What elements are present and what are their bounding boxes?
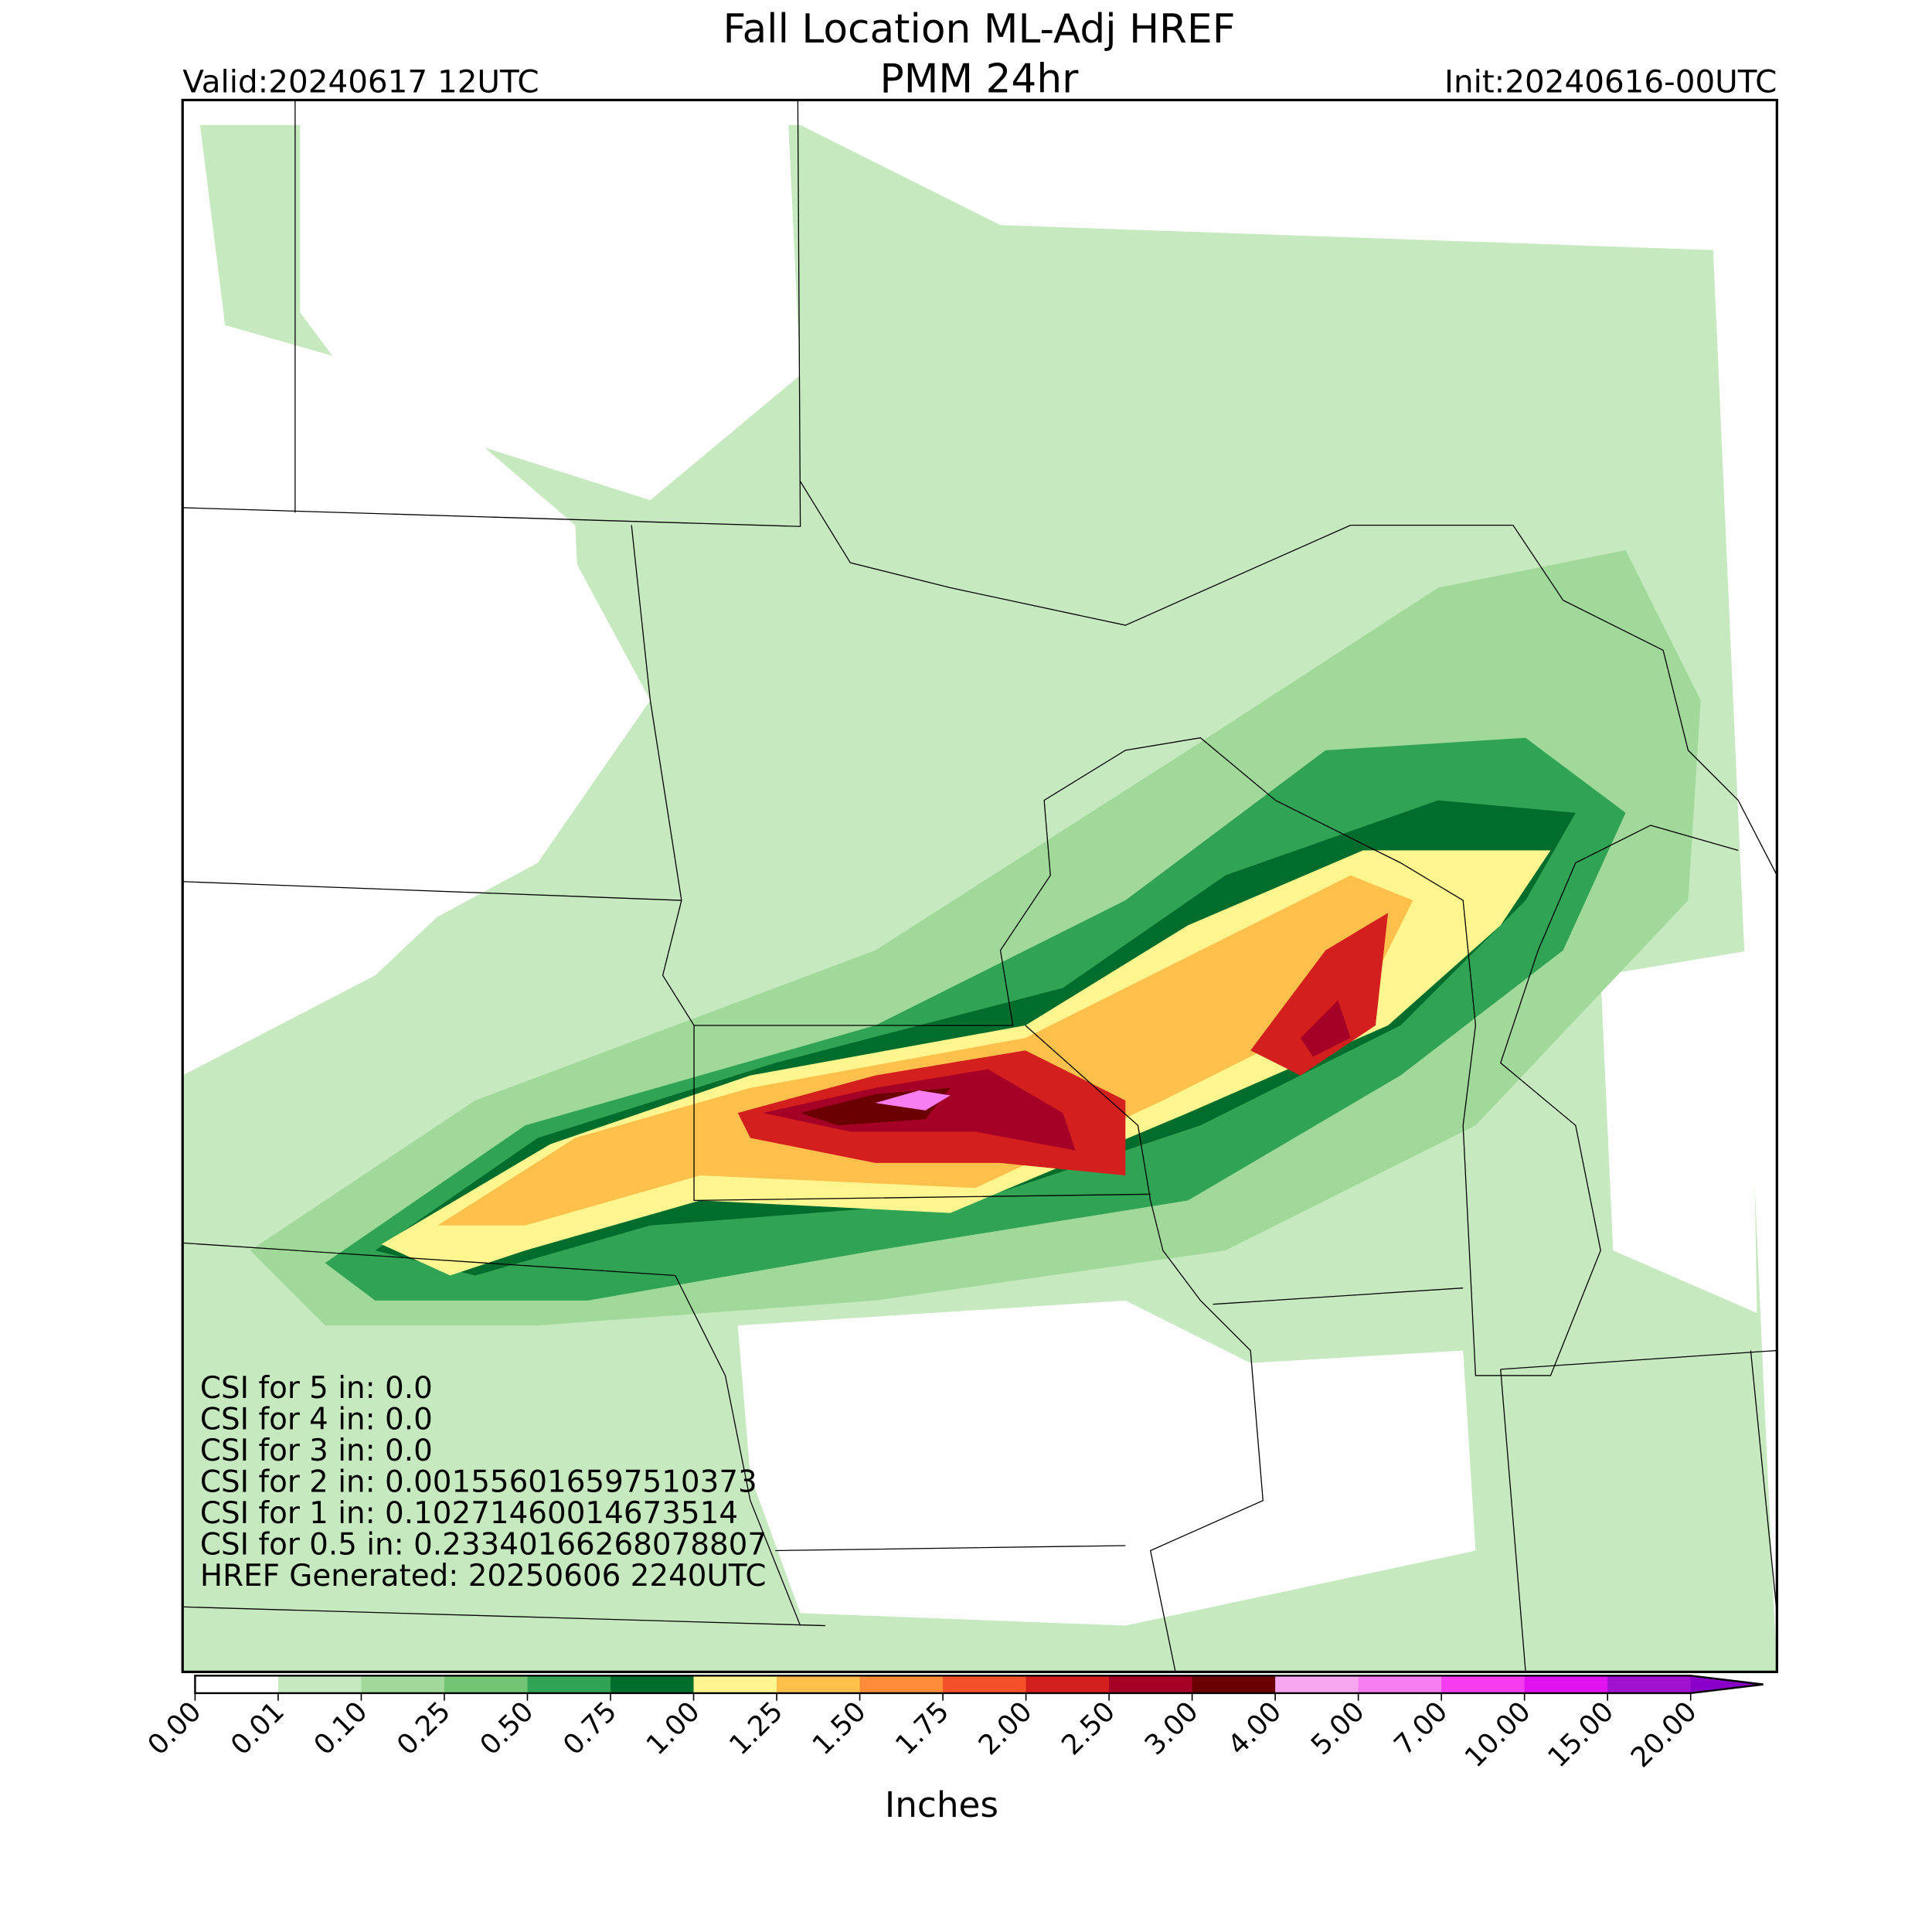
csi-line: CSI for 4 in: 0.0 [200, 1403, 433, 1437]
colorbar-tick-label: 1.50 [807, 1696, 872, 1761]
colorbar-bin [777, 1675, 861, 1693]
colorbar-tick-label: 3.00 [1139, 1696, 1205, 1761]
colorbar-bin [1524, 1675, 1608, 1693]
colorbar-tick-label: 4.00 [1222, 1696, 1287, 1761]
colorbar-bin [1607, 1675, 1692, 1693]
colorbar-tick-label: 0.00 [141, 1696, 207, 1761]
subtitle: PMM 24hr [880, 56, 1080, 103]
dry-area [300, 112, 801, 501]
colorbar-tick-label: 15.00 [1542, 1696, 1620, 1774]
colorbar-tick-label: 10.00 [1459, 1696, 1537, 1774]
colorbar-bin [195, 1675, 279, 1693]
dry-area [1600, 950, 1757, 1314]
colorbar-bin [1358, 1675, 1442, 1693]
colorbar-tick-label: 20.00 [1625, 1696, 1703, 1774]
csi-line: CSI for 2 in: 0.001556016597510373 [200, 1464, 757, 1499]
colorbar: 0.00 0.01 0.10 0.25 0.50 0.75 1.00 1.25 1.50 1.75… [141, 1675, 1764, 1774]
colorbar-tick-label: 7.00 [1388, 1696, 1454, 1761]
dry-area [187, 525, 651, 988]
colorbar-tick-label: 1.25 [723, 1696, 789, 1761]
colorbar-bin [1026, 1675, 1110, 1693]
map [182, 100, 1777, 1672]
init-time: Init:20240616-00UTC [1444, 63, 1777, 100]
boundaries [182, 100, 1777, 1672]
map-frame [181, 98, 1778, 1674]
title: Fall Location ML-Adj HREF [723, 6, 1235, 53]
colorbar-tick-label: 0.10 [308, 1696, 374, 1761]
csi-line: CSI for 0.5 in: 0.23340166268078807 [200, 1527, 767, 1562]
colorbar-bin [1109, 1675, 1193, 1693]
colorbar-bin [527, 1675, 611, 1693]
csi-line: CSI for 5 in: 0.0 [200, 1371, 433, 1406]
colorbar-bin [1192, 1675, 1276, 1693]
colorbar-bin [277, 1675, 362, 1693]
precip-1-25in [437, 875, 1413, 1226]
csi-line: HREF Generated: 20250606 2240UTC [200, 1559, 767, 1594]
colorbar-tick-label: 5.00 [1305, 1696, 1371, 1761]
colorbar-tick-label: 0.50 [474, 1696, 540, 1761]
colorbar-tick-label: 0.01 [225, 1696, 291, 1761]
colorbar-bin [611, 1675, 695, 1693]
colorbar-tick-label: 2.50 [1056, 1696, 1121, 1761]
dry-area [737, 1300, 1476, 1626]
colorbar-tick-label: 0.25 [391, 1696, 457, 1761]
colorbar-bin [1275, 1675, 1359, 1693]
colorbar-tick-label: 1.00 [641, 1696, 706, 1761]
colorbar-extension [1690, 1675, 1764, 1693]
csi-line: CSI for 3 in: 0.0 [200, 1434, 433, 1468]
colorbar-label: Inches [885, 1784, 998, 1825]
valid-time: Valid:20240617 12UTC [182, 63, 539, 100]
colorbar-bin [943, 1675, 1027, 1693]
colorbar-bin [1441, 1675, 1526, 1693]
colorbar-tick-label: 2.00 [973, 1696, 1039, 1761]
colorbar-bin [361, 1675, 445, 1693]
colorbar-bin [859, 1675, 944, 1693]
colorbar-bin [444, 1675, 529, 1693]
colorbar-outline [194, 1675, 1764, 1695]
colorbar-tick-label: 0.75 [557, 1696, 623, 1761]
precip-5in [875, 1090, 951, 1111]
colorbar-tick-label: 1.75 [889, 1696, 955, 1761]
csi-line: CSI for 1 in: 0.10271460014673514 [200, 1496, 738, 1531]
colorbar-bin [693, 1675, 777, 1693]
